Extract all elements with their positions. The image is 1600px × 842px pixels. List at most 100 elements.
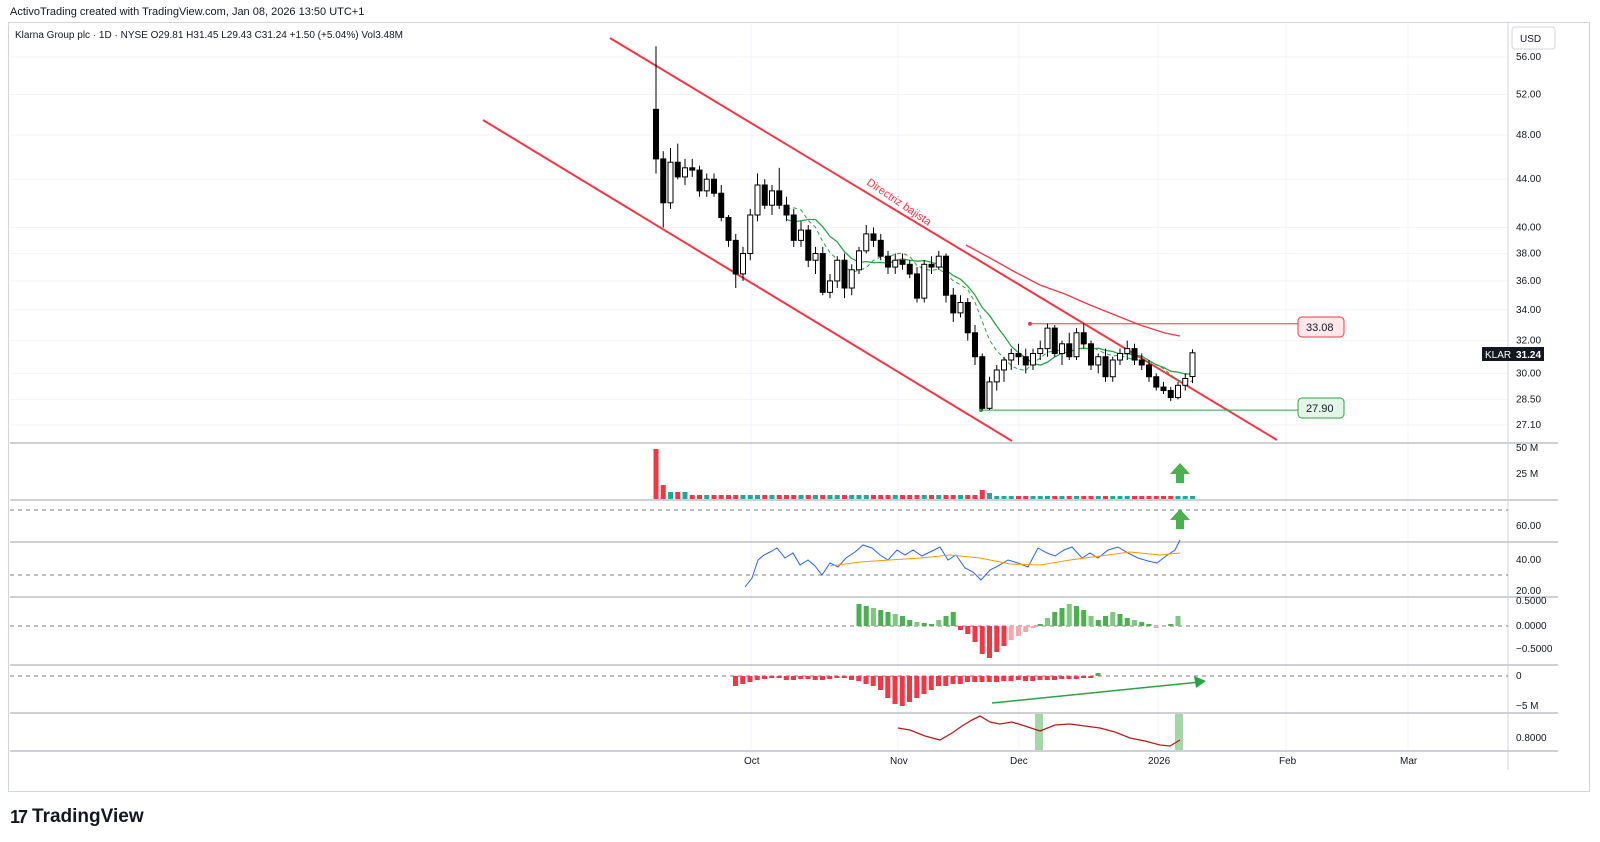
osc2-bar xyxy=(863,676,869,684)
candle xyxy=(1066,332,1073,361)
candle-body xyxy=(732,239,739,275)
candle-body xyxy=(1066,343,1073,358)
candle-body xyxy=(899,259,906,265)
candle-body xyxy=(906,263,913,275)
osc2-bar xyxy=(1044,676,1050,680)
osc2-bar xyxy=(979,676,985,682)
volume-bar xyxy=(675,492,681,499)
candle xyxy=(964,298,971,341)
candle-body xyxy=(1189,352,1196,378)
currency-button[interactable]: USD xyxy=(1511,26,1556,50)
osc2-bar xyxy=(1073,676,1079,679)
volume-bar xyxy=(958,495,963,499)
time-tick-label: 2026 xyxy=(1148,756,1171,767)
candle-body xyxy=(892,259,899,268)
osc1-bar xyxy=(1132,620,1137,626)
osc2-bar xyxy=(1001,676,1007,681)
candle-body xyxy=(1131,348,1138,361)
candle-body xyxy=(682,167,688,178)
candle-body xyxy=(921,263,928,299)
volume-bar xyxy=(1095,496,1101,499)
candle xyxy=(906,260,913,279)
osc2-bar xyxy=(754,676,760,680)
candle-body xyxy=(957,302,964,314)
histogram-pane-2 xyxy=(10,673,1508,706)
volume-bar xyxy=(653,449,659,499)
time-tick-label: Mar xyxy=(1400,756,1418,767)
candle-body xyxy=(870,233,877,241)
rsi-pane xyxy=(10,539,1508,588)
grid-lines xyxy=(10,24,1508,750)
support-value: 27.90 xyxy=(1306,403,1334,415)
volume-bar xyxy=(914,495,920,499)
osc1-bar xyxy=(1124,618,1130,626)
osc2-bar xyxy=(892,676,898,704)
candle-body xyxy=(1109,359,1116,378)
osc1-bar xyxy=(1023,626,1029,632)
volume-bar xyxy=(769,495,775,499)
volume-bar xyxy=(1023,496,1029,499)
candle xyxy=(950,288,957,322)
candle xyxy=(696,165,703,197)
osc1-bar xyxy=(1059,608,1065,626)
candle xyxy=(834,256,841,289)
candle xyxy=(812,246,819,274)
volume-bar xyxy=(726,495,731,499)
osc2-bar xyxy=(1059,676,1065,679)
candle xyxy=(725,215,732,247)
candle-body xyxy=(848,269,855,289)
osc2-bar xyxy=(1088,676,1094,678)
ticker-tag-label: KLAR xyxy=(1485,350,1511,361)
candle xyxy=(1073,328,1080,361)
candle xyxy=(892,253,899,274)
osc2-bar xyxy=(834,676,840,678)
candle-body xyxy=(1167,390,1174,399)
candle xyxy=(870,227,877,247)
candle-body xyxy=(769,190,775,206)
candle xyxy=(732,233,739,289)
volume-bar xyxy=(856,495,862,499)
candle-body xyxy=(1030,352,1036,366)
osc2-bar xyxy=(907,676,912,702)
highlight-column xyxy=(1175,714,1183,750)
osc2-bar xyxy=(1037,676,1043,680)
osc1-bar xyxy=(1030,626,1036,628)
candle xyxy=(1167,387,1174,402)
volume-bar xyxy=(965,495,971,499)
moving-average-red xyxy=(965,244,1181,337)
osc2-bar xyxy=(1015,676,1021,680)
tradingview-logo[interactable]: 17 TradingView xyxy=(10,806,144,828)
osc1-tick-label: 0.0000 xyxy=(1516,621,1547,632)
channel-lower-line xyxy=(482,119,1013,442)
osc1-bar xyxy=(1175,616,1181,626)
osc2-bar xyxy=(747,676,753,682)
volume-bar xyxy=(711,495,717,499)
candle-body xyxy=(1160,386,1167,392)
candle-body xyxy=(1117,352,1123,361)
candle-body xyxy=(1138,359,1145,366)
osc2-bar xyxy=(856,676,862,681)
osc1-bar xyxy=(1103,616,1108,626)
resistance-anchor xyxy=(1028,321,1032,326)
osc2-bar xyxy=(1081,676,1086,678)
candle xyxy=(1044,323,1051,357)
osc2-tick-label: −5 M xyxy=(1516,701,1539,712)
volume-bar xyxy=(1016,496,1021,499)
osc1-bar xyxy=(878,610,884,626)
candle xyxy=(740,246,746,281)
candle-body xyxy=(711,178,717,194)
candle xyxy=(769,185,775,216)
time-tick-label: Nov xyxy=(890,756,908,767)
candle-body xyxy=(740,253,746,275)
chart-frame xyxy=(8,22,1590,792)
osc1-bar xyxy=(1045,618,1050,626)
candle-body xyxy=(1153,376,1160,388)
osc2-bar xyxy=(914,676,920,698)
candle xyxy=(841,253,848,299)
osc1-bar xyxy=(929,624,934,626)
volume-bar xyxy=(936,495,942,499)
osc2-bar xyxy=(841,676,847,678)
price-tick-label: 48.00 xyxy=(1516,130,1541,141)
volume-bar xyxy=(805,495,811,499)
